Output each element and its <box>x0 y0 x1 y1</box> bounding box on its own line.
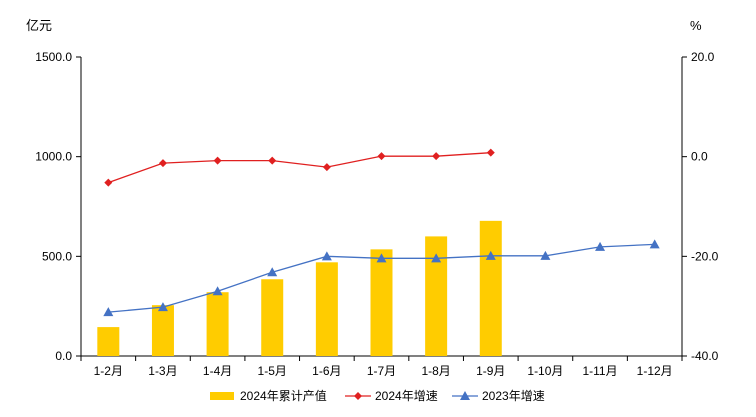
diamond-marker <box>268 156 277 165</box>
left-tick-label: 1000.0 <box>35 150 72 164</box>
legend-label: 2023年增速 <box>482 389 545 403</box>
legend-diamond-marker <box>354 392 362 400</box>
bar <box>97 327 120 356</box>
triangle-marker <box>540 250 551 260</box>
bar <box>425 236 448 356</box>
right-axis-unit: % <box>690 18 702 33</box>
triangle-marker <box>321 251 332 261</box>
bar-series <box>97 220 502 356</box>
x-tick-label: 1-12月 <box>637 364 673 378</box>
left-tick-label: 1500.0 <box>35 50 72 64</box>
diamond-marker <box>486 148 495 157</box>
x-tick-label: 1-9月 <box>476 364 505 378</box>
legend: 2024年累计产值 2024年增速 2023年增速 <box>210 388 545 403</box>
triangle-marker <box>431 253 442 263</box>
triangle-marker <box>267 267 278 277</box>
legend-bar-swatch <box>210 392 234 400</box>
diamond-marker <box>322 163 331 172</box>
triangle-marker <box>212 286 223 296</box>
x-tick-label: 1-6月 <box>312 364 341 378</box>
bar <box>261 279 284 356</box>
triangle-marker <box>103 307 114 317</box>
left-axis-unit: 亿元 <box>26 18 52 33</box>
triangle-marker <box>376 253 387 263</box>
x-tick-label: 1-3月 <box>148 364 177 378</box>
x-tick-label: 1-7月 <box>367 364 396 378</box>
legend-label: 2024年增速 <box>375 389 438 403</box>
triangle-marker <box>485 250 496 260</box>
bar <box>315 262 338 356</box>
x-tick-label: 1-2月 <box>94 364 123 378</box>
right-tick-label: -20.0 <box>691 249 719 263</box>
triangle-marker <box>157 302 168 312</box>
series-line <box>108 152 491 184</box>
triangle-marker <box>649 239 660 249</box>
line-series <box>103 148 660 317</box>
diamond-marker <box>104 178 113 187</box>
axes: 0.0 500.0 1000.0 1500.0 -40.0 -20.0 0.0 20.0 <box>35 50 718 363</box>
right-tick-label: 20.0 <box>691 50 715 64</box>
right-tick-label: -40.0 <box>691 349 719 363</box>
diamond-marker <box>432 152 441 161</box>
bar <box>370 249 393 356</box>
triangle-marker <box>595 241 606 251</box>
x-tick-label: 1-4月 <box>203 364 232 378</box>
left-tick-label: 500.0 <box>42 249 72 263</box>
diamond-marker <box>213 156 222 165</box>
x-tick-label: 1-11月 <box>582 364 617 378</box>
bar <box>206 292 229 356</box>
bar <box>151 305 174 356</box>
legend-triangle-marker <box>460 391 470 400</box>
diamond-marker <box>158 159 167 168</box>
diamond-marker <box>377 152 386 161</box>
right-tick-label: 0.0 <box>691 150 708 164</box>
x-axis-labels: 1-2月 1-3月 1-4月 1-5月 1-6月 1-7月 1-8月 1-9月 1-10月 1-1… <box>94 364 673 378</box>
bar <box>479 220 502 356</box>
left-tick-label: 0.0 <box>55 349 72 363</box>
x-tick-label: 1-10月 <box>527 364 563 378</box>
x-tick-label: 1-5月 <box>258 364 287 378</box>
legend-label: 2024年累计产值 <box>240 388 327 403</box>
x-tick-label: 1-8月 <box>421 364 450 378</box>
